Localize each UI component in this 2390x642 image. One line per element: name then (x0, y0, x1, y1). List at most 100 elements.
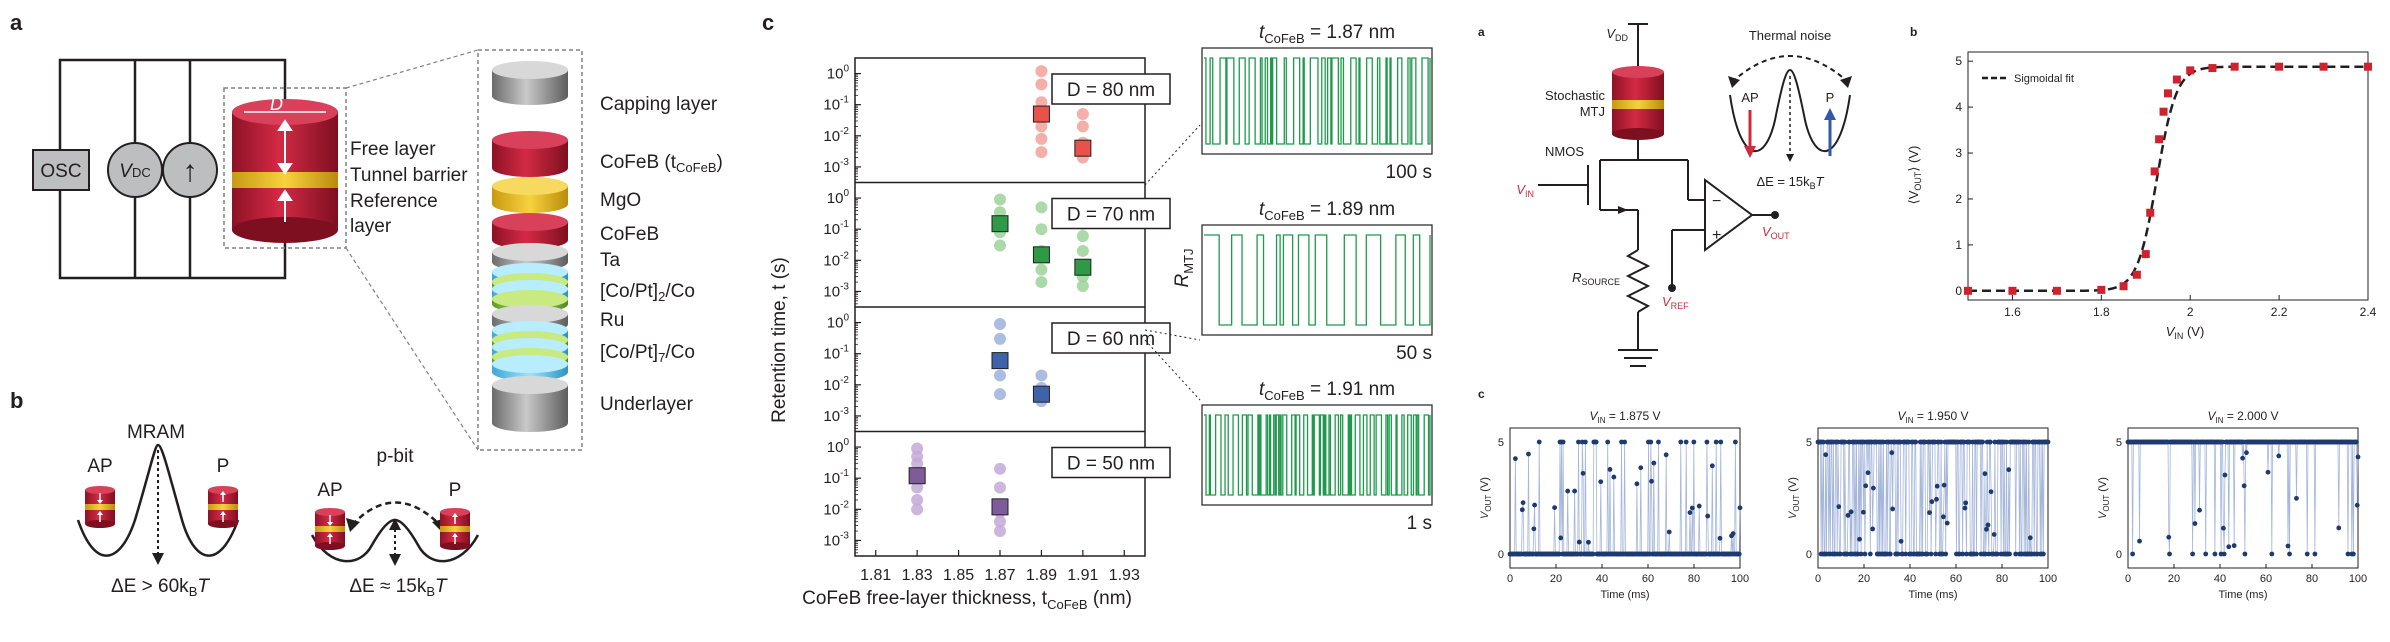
timeseries-point (2269, 551, 2275, 557)
retention-scatter-point (911, 457, 924, 470)
sigmoid-ytick-label: 0 (1955, 284, 1962, 298)
timeseries-xtick-label: 80 (1996, 573, 2008, 585)
timeseries-point (1532, 502, 1538, 508)
timeseries-point (2354, 502, 2360, 508)
timeseries-xtick-label: 60 (1642, 573, 1654, 585)
stack-layer (492, 376, 568, 432)
timeseries-point (1842, 439, 1848, 445)
layer-cofeb-ref: CoFeB (600, 224, 659, 245)
sigmoid-data-point (2052, 286, 2061, 295)
timeseries-point (2241, 483, 2247, 489)
timeseries-point (1576, 439, 1581, 445)
sigmoid-data-point (2159, 107, 2168, 116)
timeseries-point (1565, 488, 1571, 494)
timeseries-ylabel: VOUT (V) (2097, 477, 2111, 519)
sigmoid-ytick-label: 1 (1955, 238, 1962, 252)
sigmoid-ytick-label: 4 (1955, 100, 1962, 114)
current-source (162, 142, 218, 198)
timeseries-point (1938, 439, 1944, 445)
retention-ytick-label: 10-1 (823, 344, 849, 363)
timeseries-point (1940, 514, 1946, 520)
timeseries-xtick-label: 100 (1731, 573, 1749, 585)
timeseries-point (1582, 439, 1588, 445)
timeseries-xtick-label: 60 (1950, 573, 1962, 585)
timeseries-point (1988, 489, 1994, 495)
timeseries-xtick-label: 40 (1596, 573, 1608, 585)
sigmoid-xtick-label: 1.6 (2004, 305, 2021, 319)
timeseries-point (2287, 551, 2292, 557)
panel-b-label: b (10, 388, 23, 413)
vout-label: VOUT (1762, 224, 1790, 241)
timeseries-point (1705, 513, 1711, 519)
timeseries-point (2345, 551, 2351, 557)
panel-a-label: a (10, 10, 23, 35)
retention-xtick-label: 1.93 (1109, 567, 1140, 584)
timeseries-point (1845, 512, 1851, 518)
zoom-box (223, 87, 347, 249)
timeseries-point (1836, 504, 1842, 510)
retention-xtick-label: 1.87 (984, 567, 1015, 584)
timeseries-point (1634, 481, 1640, 487)
layer-cofeb-free: CoFeB (tCoFeB) (600, 152, 723, 175)
timeseries-line (1510, 441, 1741, 555)
sigmoid-legend-label: Sigmoidal fit (2014, 73, 2074, 85)
timeseries-point (1860, 509, 1866, 515)
sigmoid-data-point (2364, 62, 2372, 71)
retention-chart: 100 10-1 10-2 10-3 D = 80 nm 100 10-1 10-2 10-3 D… (823, 57, 1201, 584)
retention-scatter-point (1035, 120, 1048, 133)
timeseries-point (1895, 551, 1901, 557)
retention-scatter-point (1035, 65, 1048, 78)
timeseries-point (1887, 551, 1893, 557)
timeseries-charts: VIN = 1.875 V 0 20 40 60 80 100 0 5 VOUT (V) Time … (1479, 409, 2367, 601)
retention-ytick-label: 10-2 (823, 375, 849, 394)
timeseries-point (1964, 551, 1969, 557)
timeseries-point (1962, 505, 1968, 511)
timeseries-title: VIN = 1.875 V (1589, 409, 1660, 425)
timeseries-ylabel: VOUT (V) (1787, 477, 1801, 519)
timeseries-point (1586, 539, 1591, 545)
timeseries-ytick-label: 0 (2116, 549, 2122, 561)
sigmoid-data-point (2172, 75, 2181, 84)
sigmoid-ytick-label: 5 (1955, 54, 1962, 68)
mini-mtj-p-pbit (440, 508, 470, 550)
retention-ytick-label: 100 (827, 64, 850, 83)
timeseries-point (1890, 506, 1896, 512)
timeseries-point (2007, 551, 2012, 557)
timeseries-point (1862, 551, 1868, 557)
timeseries-point (2006, 467, 2012, 473)
timeseries-point (1666, 529, 1672, 535)
retention-xtick-label: 1.91 (1067, 567, 1098, 584)
trace-title: tCoFeB = 1.89 nm (1259, 199, 1395, 223)
trace-title: tCoFeB = 1.87 nm (1259, 22, 1395, 46)
timeseries-point (1865, 470, 1871, 476)
timeseries-point (1590, 551, 1596, 557)
retention-scatter-point (994, 332, 1006, 345)
retention-ytick-label: 10-1 (823, 95, 849, 114)
timeseries-ytick-label: 5 (2116, 437, 2122, 449)
retention-scatter-point (1035, 132, 1048, 145)
timeseries-point (2354, 439, 2359, 445)
timeseries-ylabel: VOUT (V) (1479, 477, 1493, 519)
sigmoid-xlabel: VIN (V) (2166, 324, 2205, 341)
layer-ru: Ru (600, 310, 624, 331)
retention-scatter-point (994, 317, 1006, 330)
timeseries-frame (2127, 427, 2359, 569)
timeseries-point (2167, 551, 2172, 557)
sigmoid-data-point (2119, 282, 2128, 291)
timeseries-point (1870, 485, 1876, 491)
timeseries-point (1960, 551, 1966, 557)
timeseries-point (2130, 551, 2136, 557)
layer-copt-2: [Co/Pt]2/Co (600, 281, 695, 304)
timeseries-point (1598, 479, 1604, 485)
retention-scatter-point (1076, 279, 1089, 292)
nmos-label: NMOS (1545, 144, 1584, 159)
timeseries-point (1651, 460, 1657, 466)
retention-scatter-point (1076, 108, 1089, 121)
sigmoid-xtick-label: 2 (2187, 305, 2194, 319)
timeseries-xtick-label: 20 (2168, 573, 2180, 585)
timeseries-point (1913, 439, 1919, 445)
timeseries-point (1730, 531, 1736, 537)
retention-scatter-point (1035, 78, 1048, 91)
reference-layer-label: Reference (350, 191, 438, 212)
connector (1144, 329, 1201, 341)
